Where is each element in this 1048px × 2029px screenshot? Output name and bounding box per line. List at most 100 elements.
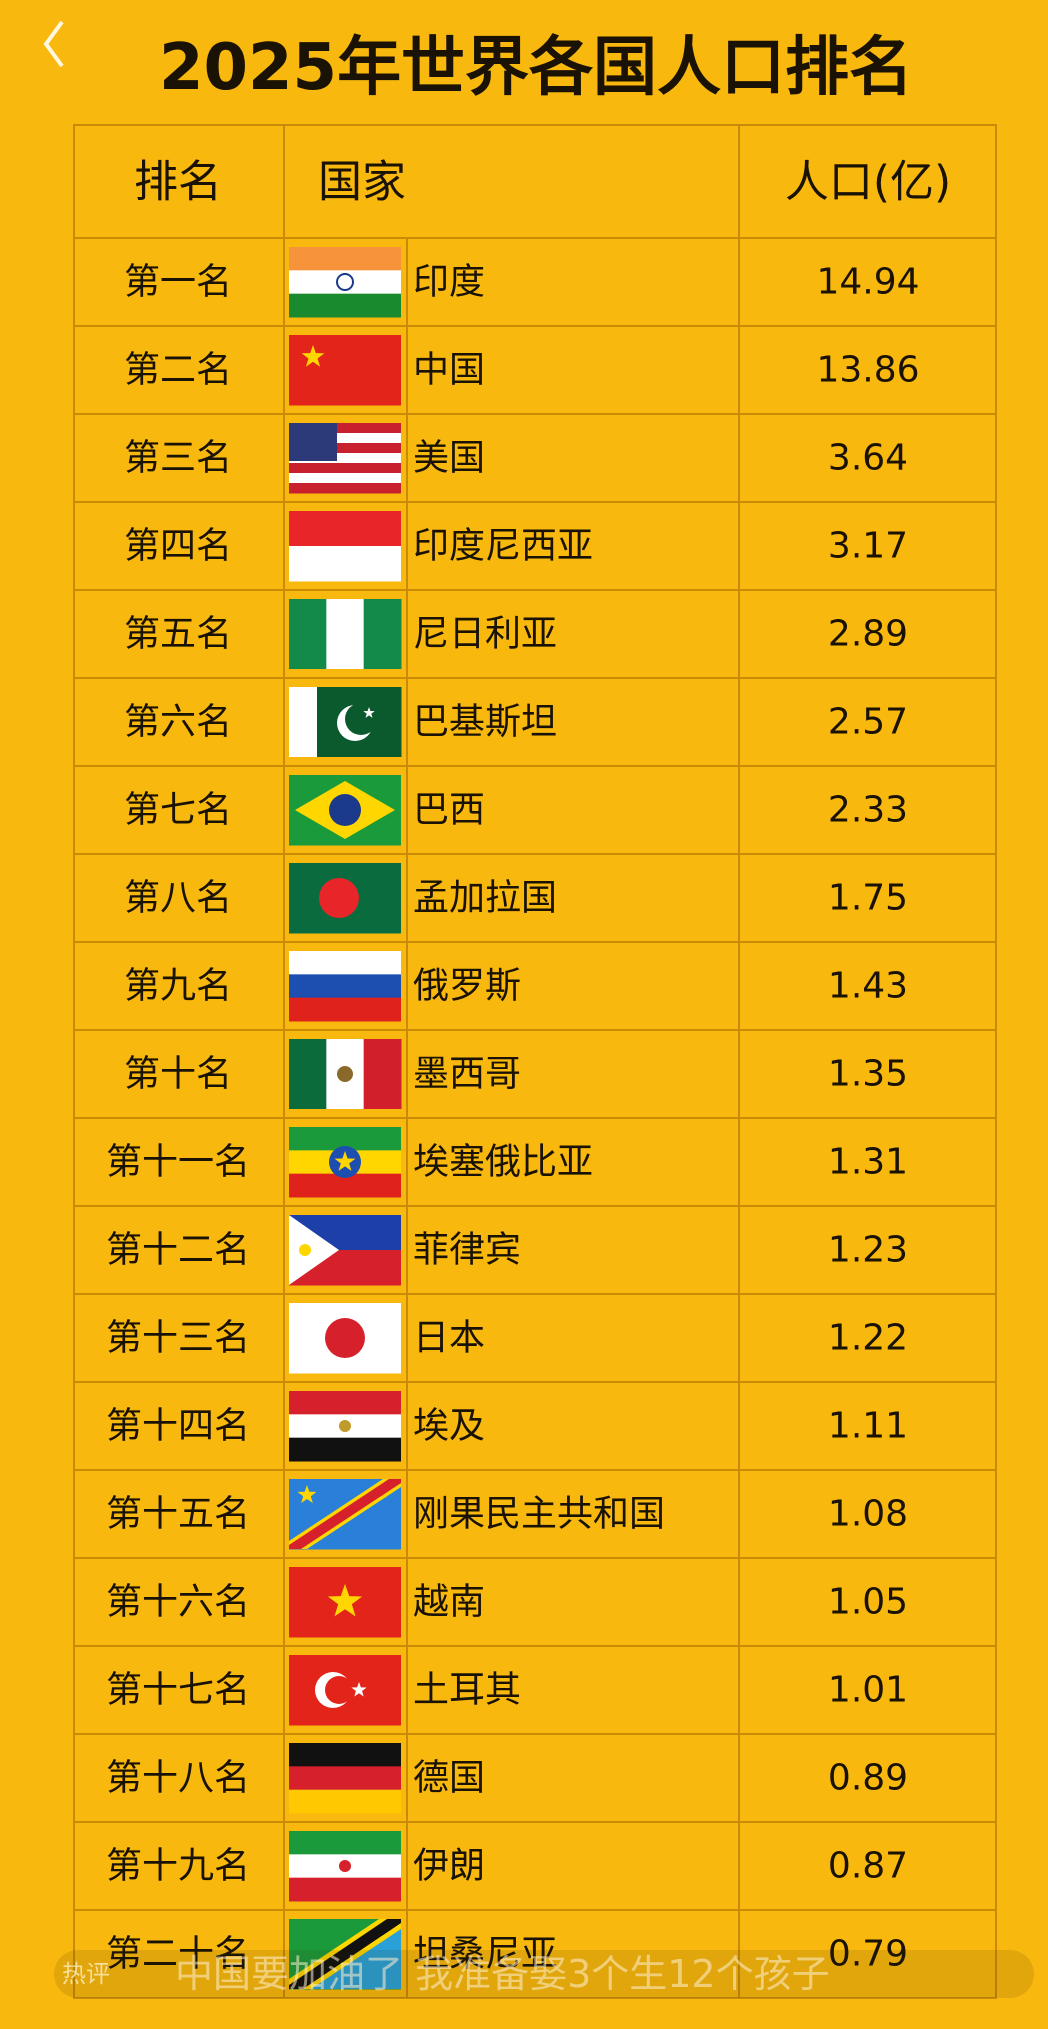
flag-emblem bbox=[319, 878, 359, 918]
comment-text: 中国要加油了 我准备娶3个生12个孩子 bbox=[175, 1952, 830, 1996]
flag-emblem bbox=[339, 1420, 351, 1432]
country-cell: 尼日利亚 bbox=[413, 614, 557, 655]
flag-icon bbox=[289, 599, 402, 669]
flag-emblem bbox=[289, 1479, 401, 1549]
flag-stripe bbox=[289, 247, 401, 271]
population-cell: 1.01 bbox=[828, 1670, 908, 1711]
population-cell: 2.33 bbox=[828, 790, 908, 831]
country-cell: 伊朗 bbox=[413, 1846, 485, 1887]
flag-icon bbox=[289, 863, 401, 934]
country-cell: 印度 bbox=[413, 262, 485, 303]
flag-icon bbox=[289, 775, 401, 846]
flag-stripe bbox=[373, 687, 402, 757]
population-cell: 1.22 bbox=[828, 1318, 908, 1359]
flag-icon bbox=[289, 1655, 401, 1726]
flag-emblem bbox=[363, 707, 375, 718]
flag-stripe bbox=[289, 1877, 401, 1902]
rank-cell: 第十一名 bbox=[106, 1142, 250, 1183]
flag-stripe bbox=[289, 997, 401, 1022]
flag-icon bbox=[289, 1743, 401, 1814]
flag-icon bbox=[289, 1303, 401, 1374]
flag-stripe bbox=[289, 1039, 327, 1109]
flag-stripe bbox=[289, 443, 401, 454]
flag-stripe bbox=[289, 270, 401, 295]
flag-emblem bbox=[334, 1151, 356, 1171]
rank-cell: 第十六名 bbox=[106, 1582, 250, 1623]
flag-icon bbox=[289, 335, 401, 406]
flag-stripe bbox=[289, 1831, 401, 1855]
flag-stripe bbox=[289, 599, 327, 669]
flag-emblem bbox=[345, 703, 377, 735]
flag-emblem bbox=[329, 794, 361, 826]
flag-stripe bbox=[289, 951, 401, 975]
flag-stripe bbox=[289, 473, 401, 484]
flag-stripe bbox=[289, 483, 401, 494]
flag-stripe bbox=[289, 687, 318, 757]
population-cell: 2.57 bbox=[828, 702, 908, 743]
table-border bbox=[73, 124, 997, 1999]
flag-emblem bbox=[325, 1318, 365, 1358]
country-cell: 日本 bbox=[413, 1318, 485, 1359]
flag-emblem bbox=[289, 423, 337, 461]
population-cell: 13.86 bbox=[816, 350, 919, 391]
rank-cell: 第三名 bbox=[124, 438, 232, 479]
population-cell: 1.11 bbox=[828, 1406, 908, 1447]
country-cell: 孟加拉国 bbox=[413, 878, 557, 919]
rank-cell: 第十三名 bbox=[106, 1318, 250, 1359]
flag-emblem bbox=[327, 1584, 363, 1617]
rank-cell: 第一名 bbox=[124, 262, 232, 303]
flag-emblem bbox=[301, 345, 325, 367]
rank-cell: 第九名 bbox=[124, 966, 232, 1007]
flag-icon bbox=[289, 1831, 401, 1902]
rank-cell: 第十四名 bbox=[106, 1406, 250, 1447]
population-cell: 1.35 bbox=[828, 1054, 908, 1095]
flag-stripe bbox=[289, 293, 401, 318]
country-cell: 德国 bbox=[413, 1758, 485, 1799]
rank-cell: 第十二名 bbox=[106, 1230, 250, 1271]
flag-stripe bbox=[289, 1173, 401, 1198]
flag-stripe bbox=[289, 1127, 401, 1151]
flag-icon bbox=[289, 1215, 401, 1286]
flag-stripe bbox=[289, 974, 401, 999]
rank-cell: 第七名 bbox=[124, 790, 232, 831]
rank-cell: 第十九名 bbox=[106, 1846, 250, 1887]
flag-icon bbox=[289, 1479, 401, 1550]
population-cell: 0.89 bbox=[828, 1758, 908, 1799]
flag-emblem bbox=[339, 1860, 351, 1872]
rank-cell: 第二十名 bbox=[106, 1934, 250, 1975]
country-cell: 刚果民主共和国 bbox=[413, 1494, 665, 1535]
country-cell: 越南 bbox=[413, 1582, 485, 1623]
rank-cell: 第十五名 bbox=[106, 1494, 250, 1535]
rank-cell: 第五名 bbox=[124, 614, 232, 655]
title: 2025年世界各国人口排名 bbox=[159, 31, 913, 105]
population-cell: 1.43 bbox=[828, 966, 908, 1007]
rank-cell: 第八名 bbox=[124, 878, 232, 919]
flag-stripe bbox=[289, 423, 401, 434]
flag-emblem bbox=[297, 1485, 317, 1504]
country-cell: 美国 bbox=[413, 438, 485, 479]
population-cell: 1.23 bbox=[828, 1230, 908, 1271]
flag-stripe bbox=[289, 433, 401, 444]
flag-stripe bbox=[289, 1437, 401, 1462]
country-cell: 墨西哥 bbox=[413, 1054, 521, 1095]
country-cell: 印度尼西亚 bbox=[413, 526, 593, 567]
header-cell: 排名 bbox=[134, 157, 222, 208]
flag-emblem bbox=[351, 1682, 367, 1697]
flag-emblem bbox=[289, 1215, 339, 1285]
country-cell: 巴西 bbox=[413, 790, 485, 831]
header-cell: 国家 bbox=[318, 157, 406, 208]
flag-icon bbox=[289, 247, 401, 318]
country-cell: 菲律宾 bbox=[413, 1230, 521, 1271]
comment-tag: 热评 bbox=[62, 1960, 110, 1988]
flag-stripe bbox=[289, 1743, 401, 1767]
comment-overlay bbox=[54, 1950, 1034, 1998]
flag-stripe bbox=[289, 546, 401, 582]
flag-icon bbox=[289, 1127, 401, 1198]
back-button[interactable] bbox=[43, 20, 64, 68]
rank-cell: 第二名 bbox=[124, 350, 232, 391]
population-cell: 1.31 bbox=[828, 1142, 908, 1183]
flag-stripe bbox=[289, 1766, 401, 1791]
country-cell: 俄罗斯 bbox=[413, 966, 521, 1007]
